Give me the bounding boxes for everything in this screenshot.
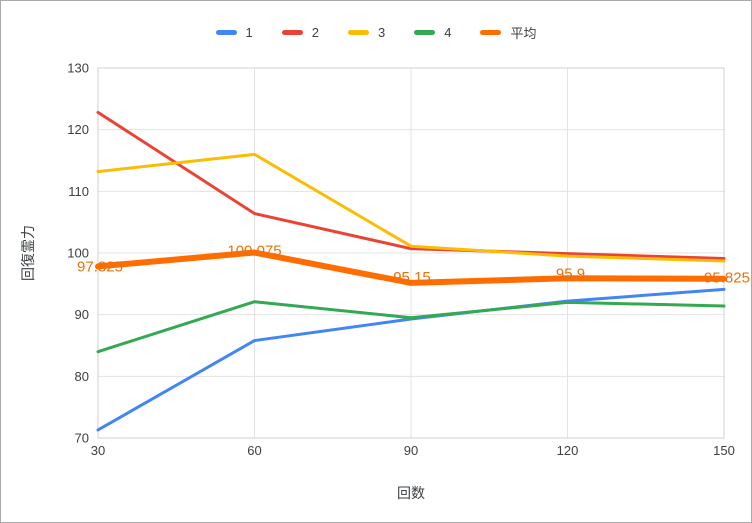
series-line-平均 xyxy=(95,249,727,286)
legend-label: 2 xyxy=(311,24,319,40)
y-tick-label: 120 xyxy=(67,122,89,137)
y-tick-label: 110 xyxy=(68,184,89,199)
legend-item-4[interactable]: 4 xyxy=(414,25,451,40)
y-tick-label: 90 xyxy=(75,307,89,322)
legend-swatch-icon xyxy=(347,29,369,35)
data-label: 95.15 xyxy=(393,269,431,286)
legend-label: 1 xyxy=(245,24,253,40)
data-label: 100.075 xyxy=(227,243,281,260)
y-axis-title: 回復霊力 xyxy=(20,225,36,281)
x-tick-label: 30 xyxy=(91,443,105,458)
legend-item-2[interactable]: 2 xyxy=(281,24,319,40)
chart-legend: 1 2 3 4 平均 xyxy=(1,23,751,42)
legend-label: 平均 xyxy=(510,25,537,41)
x-tick-label: 150 xyxy=(713,443,735,458)
x-tick-label: 120 xyxy=(557,443,579,458)
y-tick-label: 100 xyxy=(67,246,89,261)
series-line-4 xyxy=(96,300,726,354)
x-tick-label: 90 xyxy=(404,443,418,458)
x-axis-title: 回数 xyxy=(397,485,425,501)
data-label: 95.825 xyxy=(704,270,750,287)
legend-label: 3 xyxy=(377,24,386,40)
legend-item-平均[interactable]: 平均 xyxy=(480,23,536,42)
y-tick-label: 70 xyxy=(75,431,89,446)
legend-swatch-icon xyxy=(281,29,303,35)
data-label: 97.825 xyxy=(77,258,123,275)
data-label: 95.9 xyxy=(556,265,585,282)
series-line-3 xyxy=(96,152,726,263)
x-tick-label: 60 xyxy=(247,443,261,458)
legend-swatch-icon xyxy=(215,29,237,35)
series-line-2 xyxy=(96,110,726,261)
plot-border xyxy=(97,67,725,439)
legend-swatch-icon xyxy=(480,29,502,35)
y-tick-label: 80 xyxy=(75,369,89,384)
legend-item-1[interactable]: 1 xyxy=(215,24,253,40)
legend-swatch-icon xyxy=(414,29,436,35)
legend-item-3[interactable]: 3 xyxy=(347,24,386,40)
y-tick-label: 130 xyxy=(67,61,89,76)
legend-label: 4 xyxy=(444,24,452,40)
